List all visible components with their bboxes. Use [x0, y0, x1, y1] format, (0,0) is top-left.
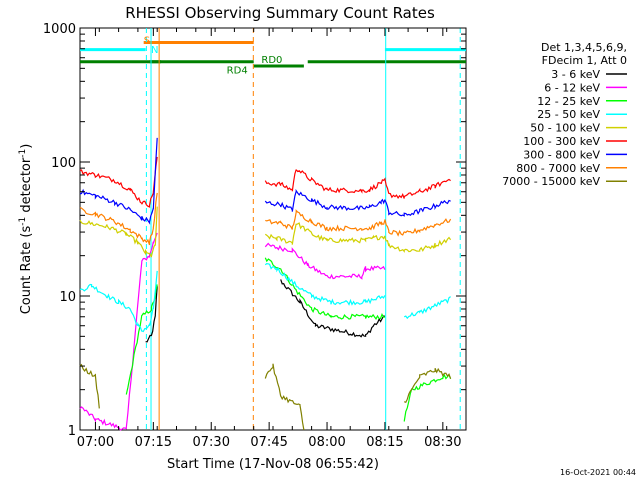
series-line [79, 262, 451, 333]
series-line [79, 206, 452, 258]
legend-entry-label: 50 - 100 keV [530, 122, 600, 135]
annotation-label: RD0 [261, 55, 282, 66]
series-lines [79, 137, 452, 431]
generation-timestamp: 16-Oct-2021 00:44 [560, 468, 636, 477]
y-axis-label-main: Count Rate (s [19, 226, 34, 315]
annotations: SN RD0 RD4 [144, 36, 283, 77]
x-tick-label: 07:30 [193, 435, 230, 450]
chart-title: RHESSI Observing Summary Count Rates [125, 4, 435, 22]
y-ticks: 1 10 100 1000 [43, 22, 466, 439]
x-tick-label: 07:00 [77, 435, 114, 450]
annotation-label: S [144, 36, 150, 47]
vertical-markers [145, 28, 461, 430]
legend-entry-label: 800 - 7000 keV [516, 162, 600, 175]
x-tick-label: 08:00 [308, 435, 345, 450]
legend-entry-label: 3 - 6 keV [551, 68, 600, 81]
series-line [79, 156, 451, 208]
y-axis-label: Count Rate (s-1 detector-1) [18, 144, 34, 315]
series-line [79, 363, 452, 431]
legend-entry-label: 100 - 300 keV [523, 135, 600, 148]
x-tick-label: 08:30 [424, 435, 461, 450]
y-tick-label: 10 [59, 290, 76, 305]
x-tick-label: 08:15 [366, 435, 403, 450]
legend-header-line-1: Det 1,3,4,5,6,9, [541, 41, 627, 54]
legend-entry-label: 7000 - 15000 keV [502, 175, 600, 188]
series-line [79, 232, 386, 431]
annotation-label: N [151, 45, 158, 56]
x-ticks: 07:00 07:15 07:30 07:45 08:00 08:15 08:30 [77, 28, 467, 450]
series-line [79, 192, 452, 246]
y-axis-label-sup1: -1 [18, 217, 28, 226]
legend: Det 1,3,4,5,6,9, FDecim 1, Att 0 3 - 6 k… [502, 41, 627, 188]
y-axis-label-sup2: -1 [18, 149, 28, 158]
legend-entry-label: 300 - 800 keV [523, 148, 600, 161]
y-axis-label-mid: detector [19, 157, 34, 217]
x-axis-label: Start Time (17-Nov-08 06:55:42) [167, 457, 379, 472]
y-tick-label: 100 [51, 156, 76, 171]
series-line [79, 137, 451, 225]
x-tick-label: 07:15 [135, 435, 172, 450]
y-axis-label-end: ) [19, 144, 34, 149]
series-line [145, 279, 385, 343]
legend-entry-label: 25 - 50 keV [537, 108, 600, 121]
legend-header-line-2: FDecim 1, Att 0 [542, 54, 627, 67]
y-tick-label: 1 [68, 424, 76, 439]
y-tick-label: 1000 [43, 22, 76, 37]
x-tick-label: 07:45 [250, 435, 287, 450]
flag-bars [80, 40, 466, 68]
legend-entry-label: 6 - 12 keV [544, 81, 600, 94]
annotation-label: RD4 [227, 66, 248, 77]
legend-entry-label: 12 - 25 keV [537, 95, 600, 108]
